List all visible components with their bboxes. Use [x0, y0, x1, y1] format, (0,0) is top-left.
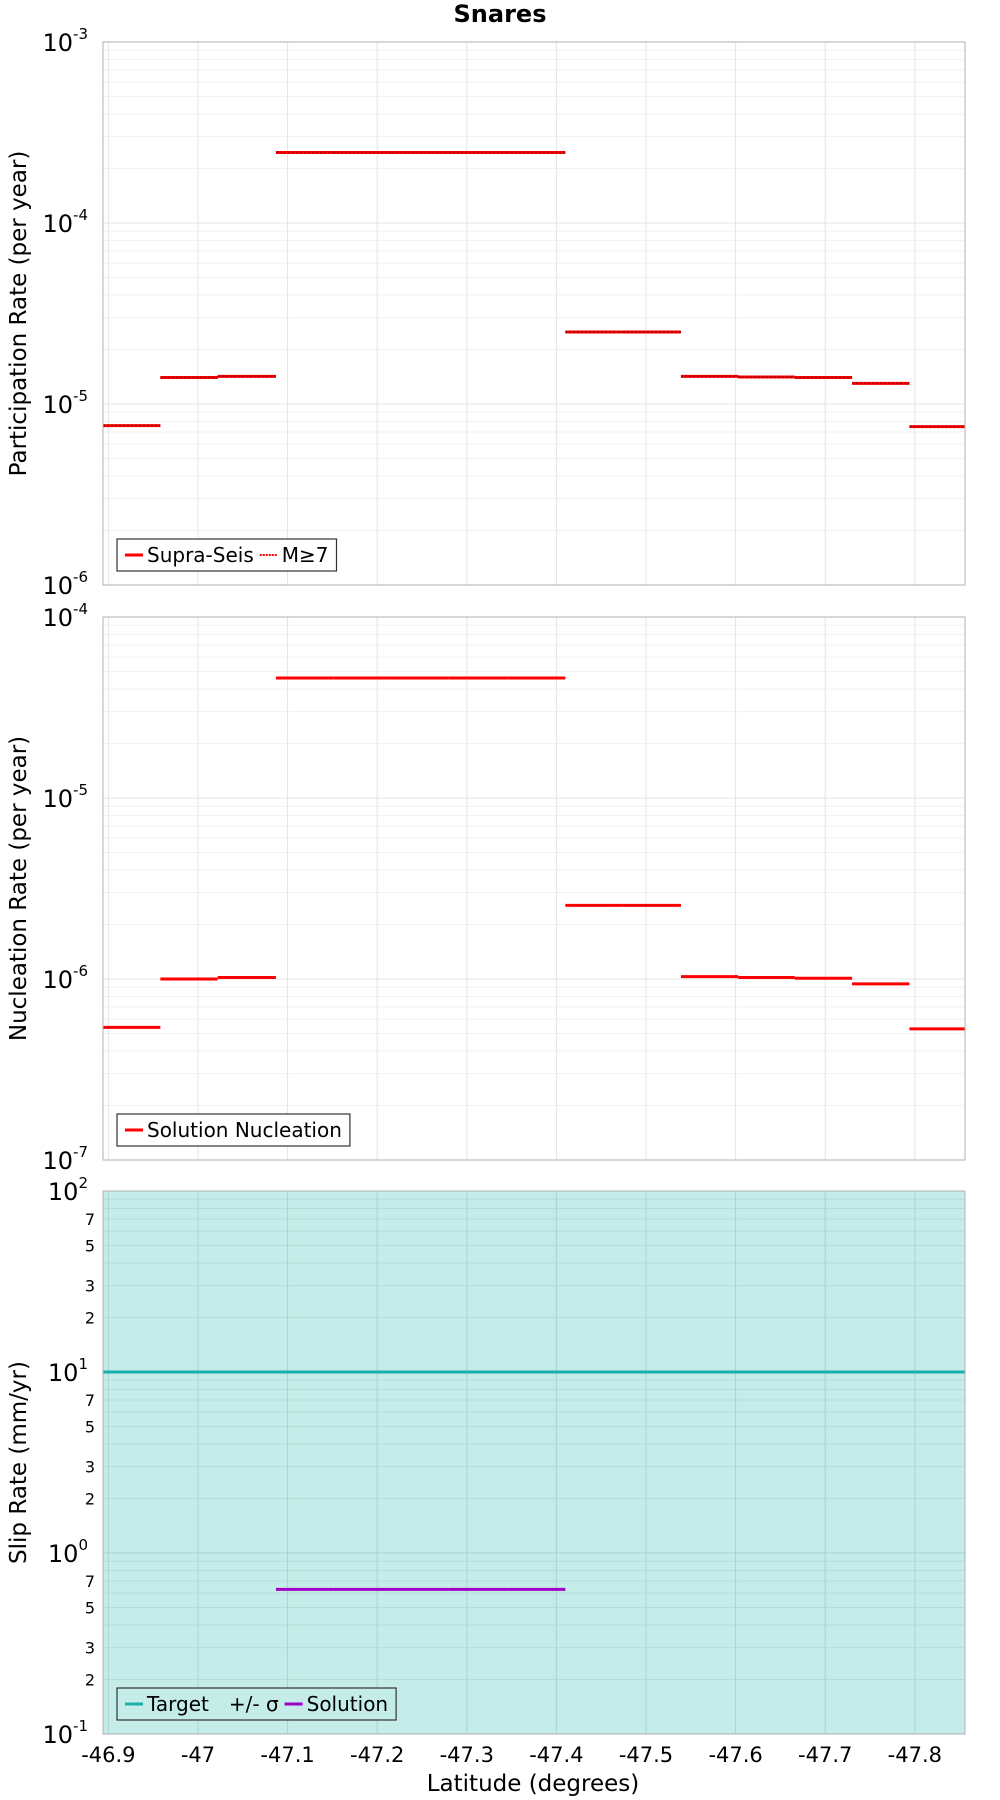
legend-frame: [116, 538, 338, 572]
y-minor-tick-label: 5: [85, 1417, 95, 1436]
chart-title: Snares: [454, 0, 547, 28]
y-minor-tick-label: 7: [85, 1210, 95, 1229]
x-axis-label: Latitude (degrees): [427, 1771, 640, 1797]
legend: Supra-Seis M≥7: [116, 538, 338, 572]
y-tick-label: 10-4: [42, 600, 88, 632]
panel-1: 10-6 10-5 10-4 10-3 Participation Rate (per …: [6, 25, 966, 600]
y-tick-label: 10-5: [42, 781, 88, 813]
sigma-band: [103, 1191, 965, 1734]
plot-frame: [102, 1190, 966, 1735]
legend-swatch: [216, 1700, 225, 1708]
plot-frame: [102, 41, 966, 586]
legend-frame: [116, 1113, 351, 1147]
y-tick-label: 100: [48, 1536, 88, 1568]
plot-frame: [102, 616, 966, 1161]
y-axis-label: Slip Rate (mm/yr): [6, 1361, 32, 1564]
y-tick-label: 10-6: [42, 568, 88, 600]
legend: Target +/- σ Solution: [116, 1687, 397, 1721]
x-tick-label: -47.4: [529, 1743, 583, 1767]
y-minor-tick-label: 2: [85, 1309, 95, 1328]
x-tick-label: -47.7: [798, 1743, 852, 1767]
x-tick-label: -47.8: [888, 1743, 942, 1767]
y-minor-tick-label: 2: [85, 1490, 95, 1509]
legend-label: +/- σ: [229, 1692, 279, 1716]
x-tick-label: -47: [181, 1743, 215, 1767]
y-minor-tick-label: 3: [85, 1639, 95, 1658]
y-minor-tick-label: 3: [85, 1458, 95, 1477]
panel-2: 10-7 10-6 10-5 10-4 Nucleation Rate (per yea…: [6, 600, 966, 1175]
y-axis-label: Nucleation Rate (per year): [6, 736, 32, 1041]
x-tick-label: -47.1: [260, 1743, 314, 1767]
y-tick-label: 10-5: [42, 387, 88, 419]
panel-3: 10-1 100 101 102 2 3 5 7 2 3 5 7 2 3 5 7 Slip Rate (mm/y…: [6, 1174, 966, 1767]
y-tick-label: 10-6: [42, 962, 88, 994]
x-tick-label: -47.5: [619, 1743, 673, 1767]
y-tick-label: 102: [48, 1174, 88, 1206]
panels: 10-6 10-5 10-4 10-3 Participation Rate (per …: [6, 25, 966, 1767]
y-tick-label: 10-7: [42, 1143, 88, 1175]
y-minor-tick-label: 7: [85, 1391, 95, 1410]
x-tick-label: -47.2: [350, 1743, 404, 1767]
legend-label: M≥7: [282, 543, 329, 567]
y-tick-label: 10-1: [42, 1717, 88, 1749]
y-axis-label: Participation Rate (per year): [6, 151, 32, 477]
y-tick-label: 10-4: [42, 206, 88, 238]
x-tick-label: -47.3: [440, 1743, 494, 1767]
y-minor-tick-label: 3: [85, 1277, 95, 1296]
y-minor-tick-label: 2: [85, 1671, 95, 1690]
legend: Solution Nucleation: [116, 1113, 351, 1147]
legend-label: Solution: [307, 1692, 388, 1716]
y-tick-label: 10-3: [42, 25, 88, 57]
y-minor-tick-label: 5: [85, 1598, 95, 1617]
y-tick-label: 101: [48, 1355, 88, 1387]
y-minor-tick-label: 7: [85, 1572, 95, 1591]
x-tick-label: -47.6: [708, 1743, 762, 1767]
x-tick-label: -46.9: [81, 1743, 135, 1767]
legend-frame: [116, 1687, 397, 1721]
y-minor-tick-label: 5: [85, 1236, 95, 1255]
legend-label: Supra-Seis: [147, 543, 254, 567]
legend-label: Solution Nucleation: [147, 1118, 342, 1142]
legend-label: Target: [146, 1692, 209, 1716]
